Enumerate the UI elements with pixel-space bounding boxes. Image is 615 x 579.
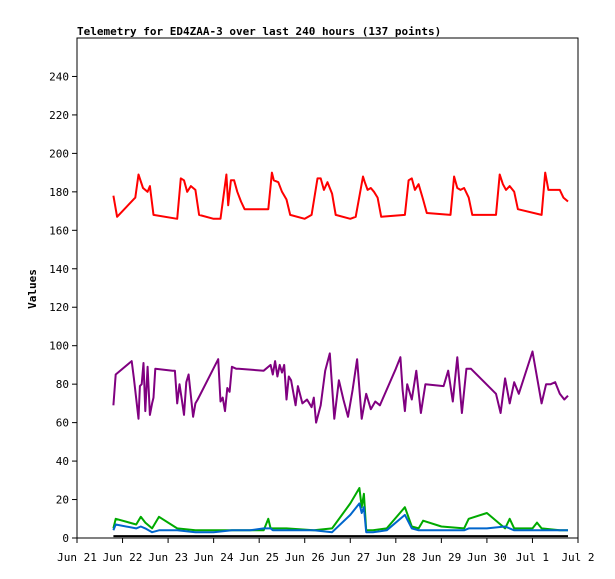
x-tick-label: Jun 24 xyxy=(194,551,234,564)
x-tick-label: Jun 21 xyxy=(57,551,97,564)
y-tick-label: 160 xyxy=(49,224,69,237)
y-tick-label: 140 xyxy=(49,263,69,276)
x-tick-label: Jun 22 xyxy=(103,551,143,564)
x-tick-label: Jun 30 xyxy=(467,551,507,564)
series-line-1 xyxy=(112,350,569,424)
y-tick-label: 80 xyxy=(56,378,69,391)
y-tick-label: 200 xyxy=(49,147,69,160)
y-tick-label: 180 xyxy=(49,186,69,199)
y-axis-label: Values xyxy=(26,269,39,309)
y-tick-label: 40 xyxy=(56,455,69,468)
x-tick-label: Jun 25 xyxy=(239,551,279,564)
x-tick-label: Jun 28 xyxy=(376,551,416,564)
y-tick-label: 120 xyxy=(49,301,69,314)
y-tick-label: 20 xyxy=(56,494,69,507)
y-axis: 0 20 40 60 80 100 120 140 160 180 200 220 240 xyxy=(49,70,77,545)
x-tick-label: Jun 23 xyxy=(148,551,188,564)
y-tick-label: 0 xyxy=(62,532,69,545)
chart-title: Telemetry for ED4ZAA-3 over last 240 hou… xyxy=(77,25,441,38)
series-layer xyxy=(112,171,569,538)
x-tick-label: Jun 27 xyxy=(330,551,370,564)
y-tick-label: 60 xyxy=(56,417,69,430)
x-tick-label: Jul 2 xyxy=(561,551,594,564)
plot-area xyxy=(76,37,579,539)
y-tick-label: 240 xyxy=(49,70,69,83)
x-axis: Jun 21 Jun 22 Jun 23 Jun 24 Jun 25 Jun 26 Jun … xyxy=(57,538,595,564)
series-line-3 xyxy=(112,502,568,534)
series-line-0 xyxy=(112,171,569,220)
x-tick-label: Jul 1 xyxy=(516,551,549,564)
x-tick-label: Jun 26 xyxy=(285,551,325,564)
x-tick-label: Jun 29 xyxy=(421,551,461,564)
y-tick-label: 100 xyxy=(49,340,69,353)
y-tick-label: 220 xyxy=(49,109,69,122)
